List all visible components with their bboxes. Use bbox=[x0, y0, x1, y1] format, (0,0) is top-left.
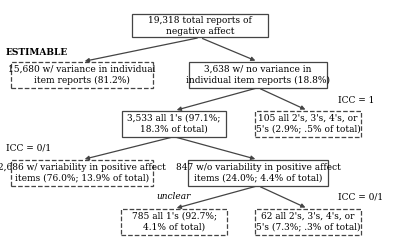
Text: 105 all 2's, 3's, 4's, or
5's (2.9%; .5% of total): 105 all 2's, 3's, 4's, or 5's (2.9%; .5%… bbox=[256, 114, 360, 134]
Text: ICC = 0/1: ICC = 0/1 bbox=[338, 193, 383, 202]
FancyBboxPatch shape bbox=[11, 62, 153, 88]
FancyBboxPatch shape bbox=[122, 111, 226, 137]
Text: 3,638 w/ no variance in
individual item reports (18.8%): 3,638 w/ no variance in individual item … bbox=[186, 65, 330, 85]
Text: 785 all 1's (92.7%;
4.1% of total): 785 all 1's (92.7%; 4.1% of total) bbox=[132, 212, 216, 232]
FancyBboxPatch shape bbox=[121, 209, 227, 235]
FancyBboxPatch shape bbox=[188, 160, 328, 186]
Text: ESTIMABLE: ESTIMABLE bbox=[6, 48, 68, 57]
Text: 62 all 2's, 3's, 4's, or
5's (7.3%; .3% of total): 62 all 2's, 3's, 4's, or 5's (7.3%; .3% … bbox=[256, 212, 360, 232]
FancyBboxPatch shape bbox=[189, 62, 327, 88]
Text: 15,680 w/ variance in individual
item reports (81.2%): 15,680 w/ variance in individual item re… bbox=[8, 65, 156, 85]
FancyBboxPatch shape bbox=[11, 160, 153, 186]
FancyBboxPatch shape bbox=[132, 14, 268, 37]
FancyBboxPatch shape bbox=[255, 209, 361, 235]
Text: 847 w/o variability in positive affect
items (24.0%; 4.4% of total): 847 w/o variability in positive affect i… bbox=[176, 163, 340, 183]
Text: ICC = 0/1: ICC = 0/1 bbox=[6, 144, 51, 153]
Text: 2,686 w/ variability in positive affect
items (76.0%; 13.9% of total): 2,686 w/ variability in positive affect … bbox=[0, 163, 166, 183]
Text: unclear: unclear bbox=[157, 192, 191, 200]
FancyBboxPatch shape bbox=[255, 111, 361, 137]
Text: 3,533 all 1's (97.1%;
18.3% of total): 3,533 all 1's (97.1%; 18.3% of total) bbox=[127, 114, 221, 134]
Text: ICC = 1: ICC = 1 bbox=[338, 96, 374, 105]
Text: 19,318 total reports of
negative affect: 19,318 total reports of negative affect bbox=[148, 16, 252, 36]
